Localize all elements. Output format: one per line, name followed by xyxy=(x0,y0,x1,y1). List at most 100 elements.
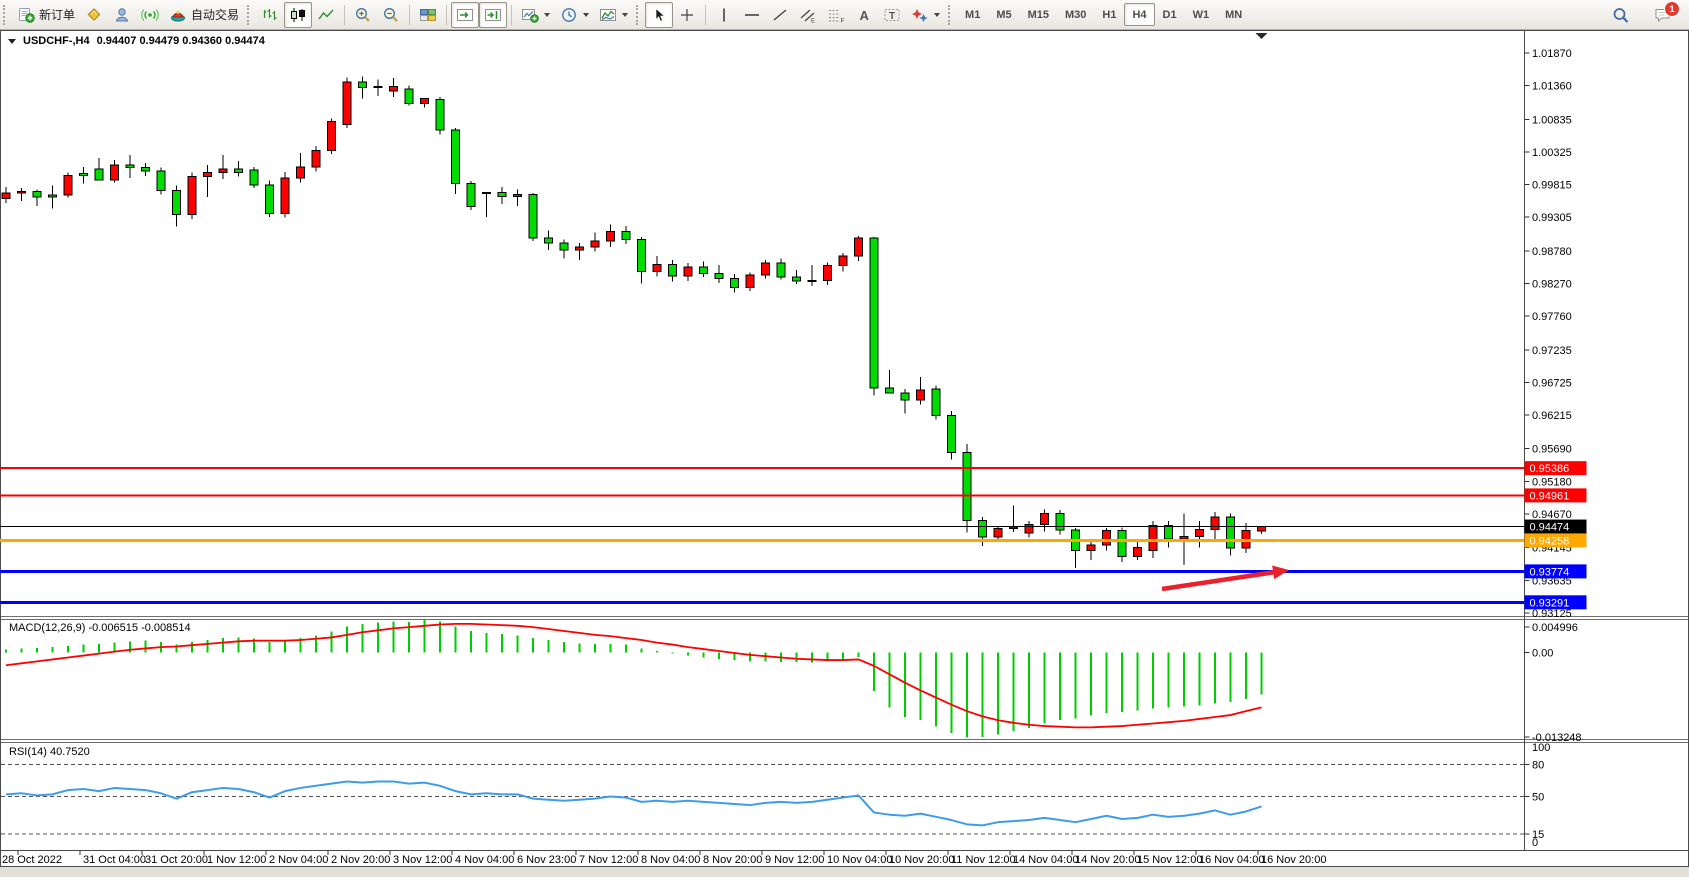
auto-scroll-button[interactable] xyxy=(451,1,480,28)
candle-body xyxy=(125,164,135,169)
svg-text:14 Nov 20:00: 14 Nov 20:00 xyxy=(1075,854,1140,866)
bar-chart-button[interactable] xyxy=(256,2,284,28)
horizontal-line-button[interactable] xyxy=(738,2,766,28)
candle-body xyxy=(699,266,708,274)
candle-body xyxy=(947,414,956,454)
candle-body xyxy=(482,192,491,195)
candle-body xyxy=(978,519,987,538)
svg-text:0.93291: 0.93291 xyxy=(1530,597,1570,609)
candle-body xyxy=(1102,530,1111,546)
tf-m1-button[interactable]: M1 xyxy=(957,3,988,26)
chat-button[interactable]: 1 xyxy=(1649,0,1680,28)
svg-text:0: 0 xyxy=(1532,837,1538,849)
candle-body xyxy=(373,85,383,89)
candle-body xyxy=(187,176,197,215)
tf-m30-label: M30 xyxy=(1065,8,1087,21)
dropdown-arrow-icon[interactable] xyxy=(583,12,590,17)
candle-body xyxy=(1210,516,1220,530)
crosshair-icon xyxy=(678,7,696,23)
toolbar-drag-handle[interactable] xyxy=(3,4,6,25)
zoom-out-button[interactable] xyxy=(377,2,405,28)
tf-m15-button[interactable]: M15 xyxy=(1020,3,1057,26)
candle-body xyxy=(823,265,832,281)
chart-area[interactable]: USDCHF-,H4 0.94407 0.94479 0.94360 0.944… xyxy=(0,30,1689,872)
tiles-icon xyxy=(419,7,437,23)
chart-title-dropdown-icon[interactable] xyxy=(8,38,16,44)
autotrading-button[interactable]: 自动交易 xyxy=(164,2,244,28)
doc-plus-icon xyxy=(17,7,35,23)
dropdown-arrow-icon[interactable] xyxy=(934,12,941,17)
chart-symbol-label: USDCHF-,H4 xyxy=(23,35,90,47)
text-button[interactable]: A xyxy=(850,2,878,28)
indicators-list-button[interactable] xyxy=(594,2,633,28)
dropdown-arrow-icon[interactable] xyxy=(544,12,551,17)
svg-text:15: 15 xyxy=(1532,829,1544,841)
search-icon xyxy=(1612,7,1630,23)
candle-body xyxy=(1,192,11,199)
zoom-in-button[interactable] xyxy=(349,2,377,28)
crosshair-button[interactable] xyxy=(673,2,701,28)
toolbar-drag-handle[interactable] xyxy=(247,4,250,25)
chat-icon: 1 xyxy=(1654,0,1680,23)
dropdown-arrow-icon[interactable] xyxy=(622,12,629,17)
candle-body xyxy=(1164,525,1173,540)
candle-body xyxy=(342,81,352,126)
svg-text:1 Nov 12:00: 1 Nov 12:00 xyxy=(207,854,266,866)
trendline-button[interactable] xyxy=(766,2,794,28)
tf-d1-button[interactable]: D1 xyxy=(1155,3,1185,26)
tf-h1-label: H1 xyxy=(1102,8,1117,21)
candle-body xyxy=(1257,526,1266,532)
zoom-out-icon xyxy=(382,7,400,23)
level-lines[interactable] xyxy=(0,467,1524,604)
tf-m30-button[interactable]: M30 xyxy=(1057,3,1094,26)
candle-body xyxy=(389,85,398,92)
candle-body xyxy=(668,263,677,277)
time-axis[interactable]: 28 Oct 2022 31 Oct 04:00 31 Oct 20:00 1 Nov… xyxy=(2,850,1326,867)
tf-w1-button[interactable]: W1 xyxy=(1185,3,1218,26)
svg-text:2 Nov 20:00: 2 Nov 20:00 xyxy=(331,854,390,866)
line-chart-button[interactable] xyxy=(312,2,340,28)
rsi-panel: 100 80 50 150 xyxy=(1,742,1550,849)
indicator-icon xyxy=(599,7,617,23)
fibonacci-retracement-button[interactable]: F xyxy=(822,2,850,28)
toolbar-drag-handle[interactable] xyxy=(636,4,639,25)
chart-shift-button[interactable] xyxy=(479,1,508,28)
cursor-button[interactable] xyxy=(645,1,674,28)
candle-body xyxy=(63,174,73,196)
signals-button[interactable] xyxy=(136,2,164,28)
tf-mn-button[interactable]: MN xyxy=(1217,3,1250,26)
vertical-line-button[interactable] xyxy=(710,2,738,28)
candle-body xyxy=(838,255,848,267)
candle-body xyxy=(234,168,243,174)
new-order-button[interactable]: 新订单 xyxy=(12,2,80,28)
svg-text:0.94961: 0.94961 xyxy=(1530,490,1570,502)
tile-windows-button[interactable] xyxy=(414,2,442,28)
text-a-icon: A xyxy=(855,7,873,23)
tf-m5-button[interactable]: M5 xyxy=(988,3,1019,26)
market-watch-button[interactable] xyxy=(80,2,108,28)
tf-h1-button[interactable]: H1 xyxy=(1094,3,1124,26)
candle-body xyxy=(358,81,367,89)
text-label-button[interactable]: T xyxy=(878,2,906,28)
candle-body xyxy=(1055,512,1065,531)
community-button[interactable] xyxy=(108,2,136,28)
search-button[interactable] xyxy=(1607,2,1635,28)
new-chart-button[interactable] xyxy=(516,2,555,28)
candlestick-chart-button[interactable] xyxy=(284,1,313,28)
svg-text:0.98270: 0.98270 xyxy=(1532,279,1572,291)
tf-h4-button[interactable]: H4 xyxy=(1124,3,1155,26)
toolbar-drag-handle[interactable] xyxy=(948,4,951,25)
candle-body xyxy=(172,190,181,215)
trend-arrow-annotation[interactable] xyxy=(1161,565,1289,592)
periods-button[interactable] xyxy=(555,2,594,28)
candle-body xyxy=(327,121,336,151)
svg-text:14 Nov 04:00: 14 Nov 04:00 xyxy=(1013,854,1078,866)
tf-mn-label: MN xyxy=(1225,8,1243,21)
toolbar-separator xyxy=(511,4,513,25)
equidistant-channel-button[interactable]: E xyxy=(794,2,822,28)
arrows-button[interactable] xyxy=(906,2,945,28)
candle-body xyxy=(900,392,910,401)
chart-canvas[interactable]: 1.01870 1.01360 1.00835 1.00325 0.99815 0.993… xyxy=(0,30,1689,872)
